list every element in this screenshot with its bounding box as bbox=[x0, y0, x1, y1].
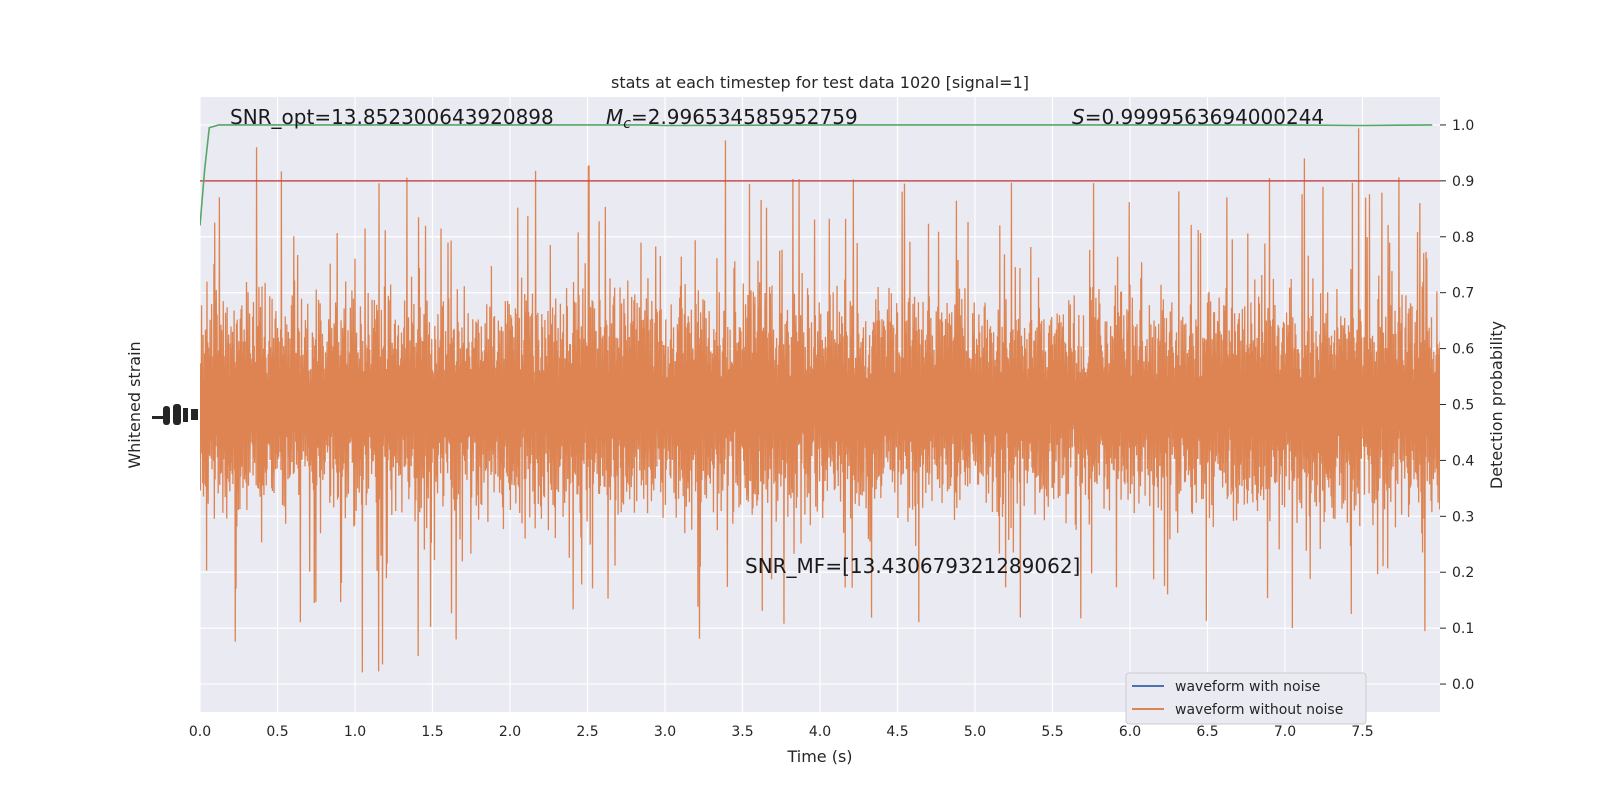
x-tick-label: 7.0 bbox=[1274, 724, 1296, 740]
x-tick-label: 3.5 bbox=[731, 724, 753, 740]
y-tick-label: 0.0 bbox=[1452, 677, 1474, 693]
x-axis-label: Time (s) bbox=[786, 747, 852, 766]
y-tick-label: 0.1 bbox=[1452, 621, 1474, 637]
y-tick-label: 1.0 bbox=[1452, 118, 1474, 134]
s-annotation: S=0.9999563694000244 bbox=[1072, 105, 1324, 129]
x-tick-label: 1.5 bbox=[421, 724, 443, 740]
x-tick-label: 2.5 bbox=[576, 724, 598, 740]
x-axis-ticks: 0.0 0.5 1.0 1.5 2.0 2.5 3.0 3.5 4.0 4.5 5.0 5.5 6.0 6… bbox=[189, 724, 1374, 740]
y-tick-label: 0.8 bbox=[1452, 230, 1474, 246]
legend-label-waveform-with-noise: waveform with noise bbox=[1175, 679, 1320, 695]
legend: waveform with noise waveform without noi… bbox=[1125, 672, 1367, 725]
x-tick-label: 2.0 bbox=[499, 724, 521, 740]
y-tick-label: 0.9 bbox=[1452, 174, 1474, 190]
chirp-mass-symbol: M bbox=[606, 105, 623, 129]
x-tick-label: 4.0 bbox=[809, 724, 831, 740]
left-y-axis-ticks bbox=[152, 404, 198, 425]
y-tick-label: 0.4 bbox=[1452, 453, 1474, 469]
y-tick-label: 0.5 bbox=[1452, 398, 1474, 414]
s-symbol: S bbox=[1072, 105, 1085, 129]
waveform-without-noise-series bbox=[200, 128, 1440, 673]
chart-title: stats at each timestep for test data 102… bbox=[611, 73, 1029, 92]
chirp-mass-subscript: c bbox=[623, 116, 631, 132]
detection-probability-series bbox=[200, 124, 1433, 226]
legend-box bbox=[1125, 672, 1367, 725]
x-tick-label: 0.5 bbox=[266, 724, 288, 740]
chirp-mass-value: =2.996534585952759 bbox=[631, 105, 858, 129]
x-tick-label: 6.0 bbox=[1119, 724, 1141, 740]
left-y-axis-label: Whitened strain bbox=[125, 341, 144, 468]
x-tick-label: 4.5 bbox=[886, 724, 908, 740]
x-tick-label: 6.5 bbox=[1196, 724, 1218, 740]
y-tick-label: 0.7 bbox=[1452, 286, 1474, 302]
y-tick-label: 0.3 bbox=[1452, 509, 1474, 525]
legend-label-waveform-without-noise: waveform without noise bbox=[1175, 702, 1343, 718]
x-tick-label: 5.0 bbox=[964, 724, 986, 740]
snr-opt-annotation: SNR_opt=13.852300643920898 bbox=[230, 105, 554, 129]
x-tick-label: 5.5 bbox=[1041, 724, 1063, 740]
x-tick-label: 7.5 bbox=[1351, 724, 1373, 740]
right-y-axis-label: Detection probability bbox=[1487, 321, 1506, 489]
right-y-axis-ticks: 0.0 0.1 0.2 0.3 0.4 0.5 0.6 0.7 0.8 0.9 1.0 bbox=[1440, 118, 1474, 693]
s-value: =0.9999563694000244 bbox=[1085, 105, 1324, 129]
x-tick-label: 1.0 bbox=[344, 724, 366, 740]
y-tick-label: 0.6 bbox=[1452, 342, 1474, 358]
x-tick-label: 3.0 bbox=[654, 724, 676, 740]
snr-mf-annotation: SNR_MF=[13.430679321289062] bbox=[745, 554, 1080, 578]
chirp-mass-annotation: Mc=2.996534585952759 bbox=[606, 105, 858, 132]
y-tick-label: 0.2 bbox=[1452, 565, 1474, 581]
x-tick-label: 0.0 bbox=[189, 724, 211, 740]
